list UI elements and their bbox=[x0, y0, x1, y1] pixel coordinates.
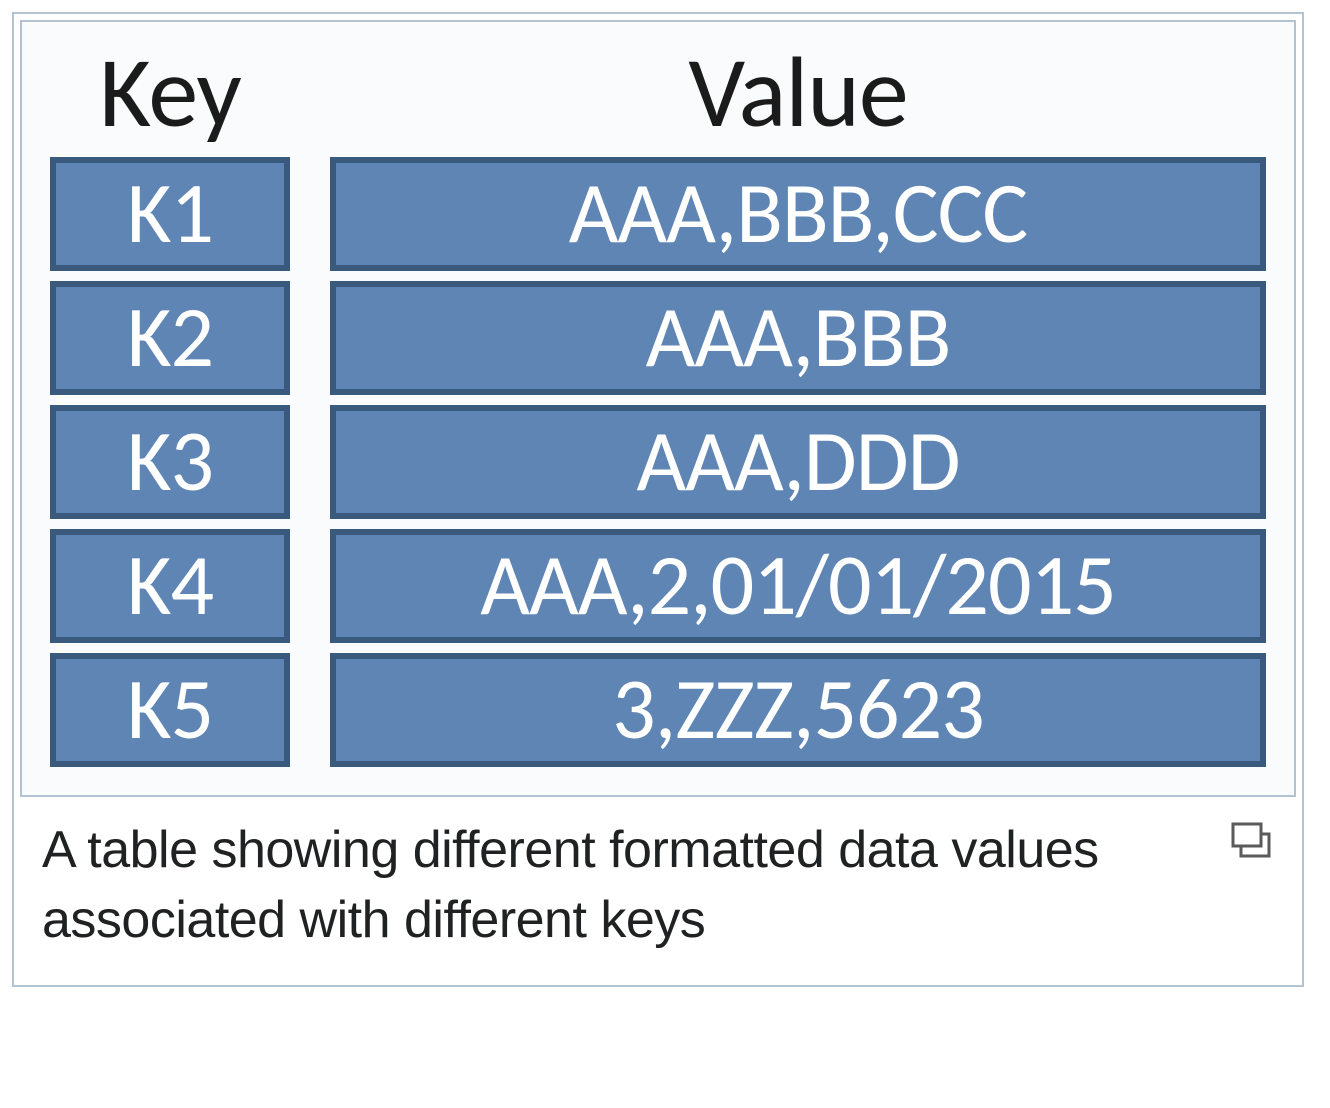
key-cell: K5 bbox=[50, 653, 290, 767]
key-cell-text: K3 bbox=[127, 419, 213, 505]
value-cell-text: AAA,BBB,CCC bbox=[569, 171, 1028, 257]
figure-frame: Key Value K1 AAA,BBB,CCC K2 AAA,BBB K3 A… bbox=[12, 12, 1304, 987]
table-header-row: Key Value bbox=[50, 40, 1266, 145]
caption-text: A table showing different formatted data… bbox=[42, 815, 1210, 955]
table-panel: Key Value K1 AAA,BBB,CCC K2 AAA,BBB K3 A… bbox=[20, 20, 1296, 797]
table-row: K2 AAA,BBB bbox=[50, 281, 1266, 395]
enlarge-icon[interactable] bbox=[1230, 821, 1274, 859]
figure-caption: A table showing different formatted data… bbox=[20, 797, 1296, 979]
key-cell: K1 bbox=[50, 157, 290, 271]
value-cell: AAA,2,01/01/2015 bbox=[330, 529, 1266, 643]
column-header-value-label: Value bbox=[688, 31, 907, 153]
key-cell-text: K4 bbox=[127, 543, 213, 629]
value-cell: AAA,DDD bbox=[330, 405, 1266, 519]
key-cell: K3 bbox=[50, 405, 290, 519]
key-cell-text: K1 bbox=[127, 171, 213, 257]
column-header-key: Key bbox=[50, 40, 290, 145]
value-cell: 3,ZZZ,5623 bbox=[330, 653, 1266, 767]
key-cell-text: K5 bbox=[127, 667, 213, 753]
table-row: K4 AAA,2,01/01/2015 bbox=[50, 529, 1266, 643]
table-row: K5 3,ZZZ,5623 bbox=[50, 653, 1266, 767]
column-header-value: Value bbox=[330, 40, 1266, 145]
column-header-key-label: Key bbox=[99, 31, 241, 153]
table-row: K1 AAA,BBB,CCC bbox=[50, 157, 1266, 271]
value-cell-text: AAA,2,01/01/2015 bbox=[480, 543, 1116, 629]
value-cell: AAA,BBB,CCC bbox=[330, 157, 1266, 271]
value-cell-text: AAA,DDD bbox=[636, 419, 959, 505]
key-cell-text: K2 bbox=[127, 295, 213, 381]
value-cell: AAA,BBB bbox=[330, 281, 1266, 395]
value-cell-text: AAA,BBB bbox=[646, 295, 951, 381]
key-cell: K4 bbox=[50, 529, 290, 643]
table-row: K3 AAA,DDD bbox=[50, 405, 1266, 519]
value-cell-text: 3,ZZZ,5623 bbox=[612, 667, 984, 753]
key-cell: K2 bbox=[50, 281, 290, 395]
